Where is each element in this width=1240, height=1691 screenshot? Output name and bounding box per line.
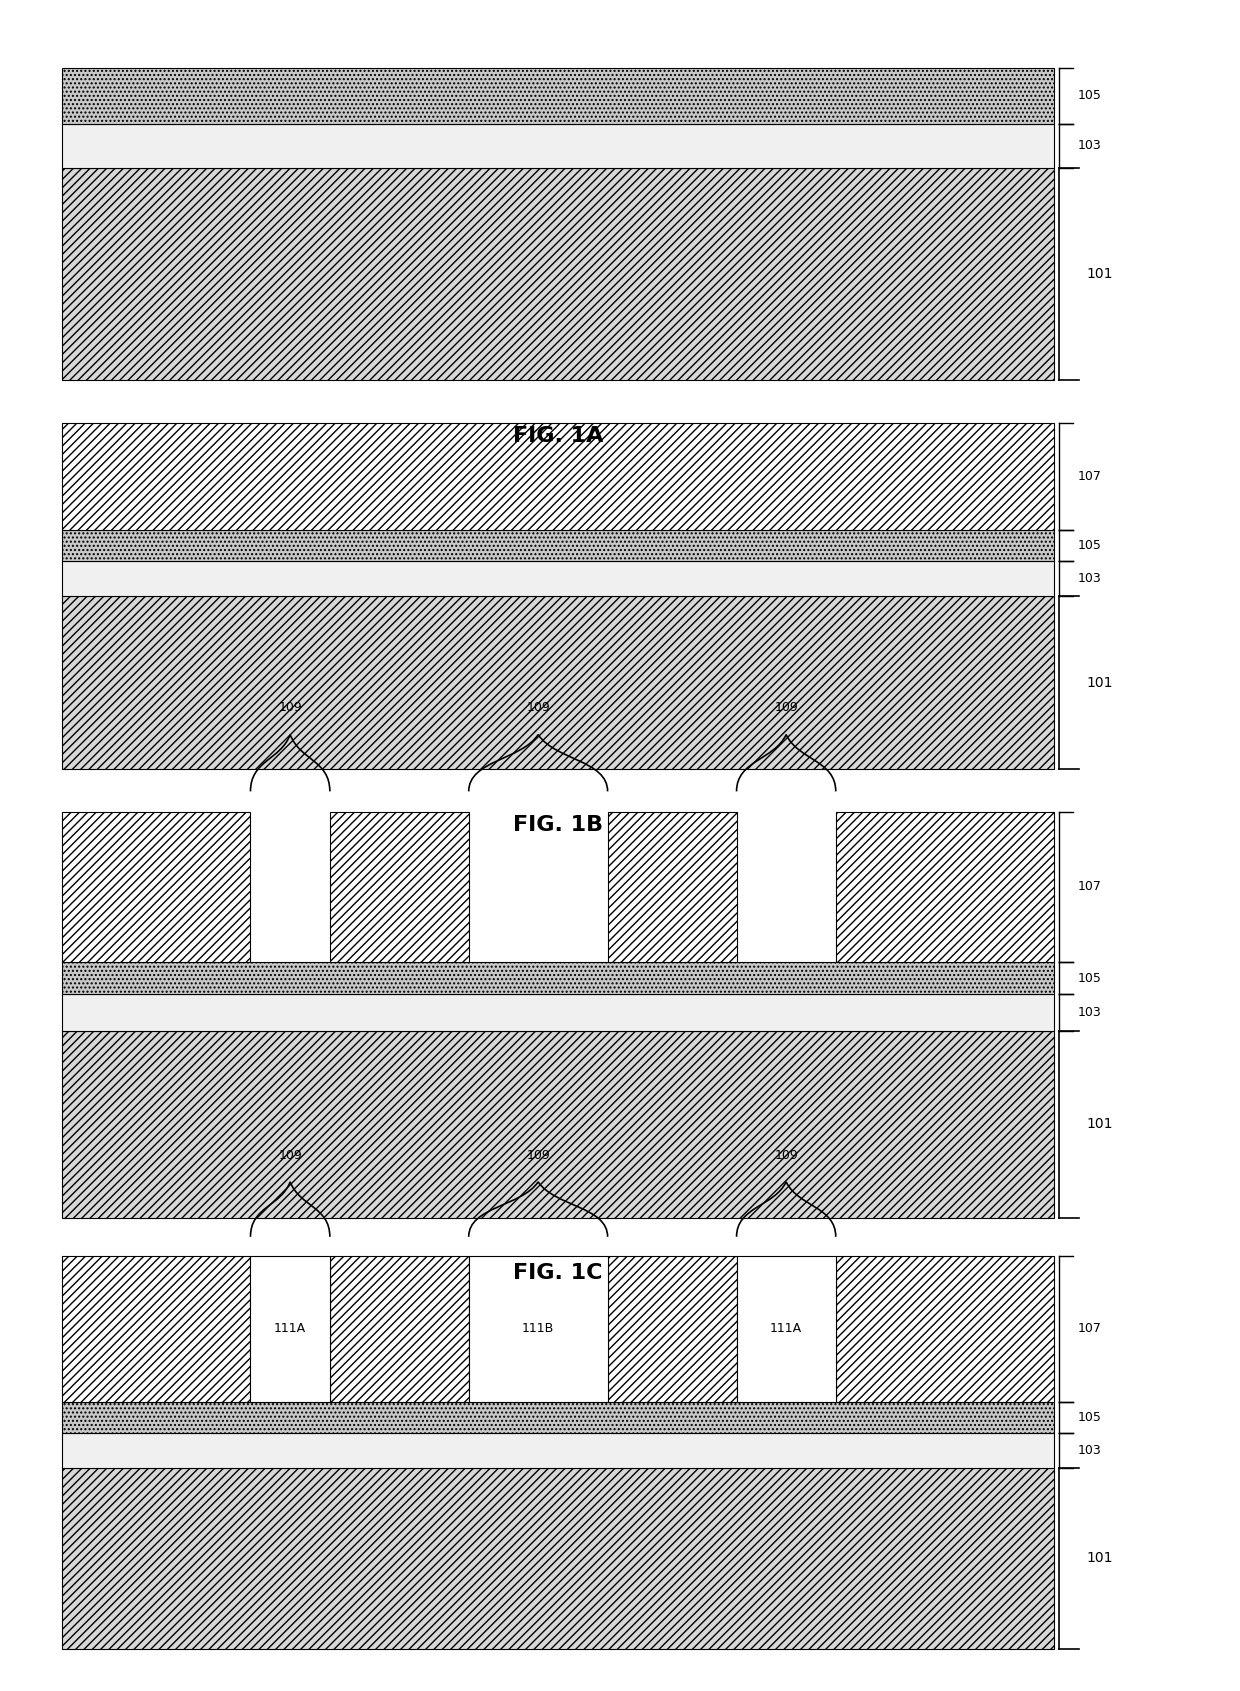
Bar [62, 423, 1054, 531]
Bar [330, 812, 469, 962]
Bar [62, 595, 1054, 769]
Text: FIG. 1C: FIG. 1C [513, 1263, 603, 1283]
Text: 105: 105 [1078, 539, 1101, 553]
Bar [62, 531, 1054, 561]
Text: 105: 105 [1078, 90, 1101, 101]
Text: 109: 109 [526, 1150, 551, 1162]
Bar [62, 1468, 1054, 1649]
Text: 107: 107 [1078, 470, 1101, 484]
Text: 109: 109 [774, 1150, 799, 1162]
Bar [62, 1032, 1054, 1218]
Bar [469, 1256, 608, 1402]
Text: 103: 103 [1078, 139, 1101, 152]
Bar [62, 994, 1054, 1032]
Bar [836, 1256, 1054, 1402]
Bar [62, 962, 1054, 994]
Bar [62, 123, 1054, 167]
Bar [62, 1402, 1054, 1432]
Text: 107: 107 [1078, 1322, 1101, 1336]
Bar [608, 812, 737, 962]
Text: 107: 107 [1078, 881, 1101, 893]
Text: FIG. 1A: FIG. 1A [513, 426, 603, 446]
Bar [62, 1432, 1054, 1468]
Text: 109: 109 [278, 702, 303, 714]
Text: 111A: 111A [274, 1322, 306, 1336]
Text: 103: 103 [1078, 1006, 1101, 1020]
Bar [330, 1256, 469, 1402]
Bar [62, 561, 1054, 595]
Bar [62, 167, 1054, 380]
Text: 101: 101 [1086, 676, 1114, 690]
Text: FIG. 1B: FIG. 1B [513, 815, 603, 835]
Bar [62, 1256, 250, 1402]
Text: 109: 109 [774, 702, 799, 714]
Text: 111B: 111B [522, 1322, 554, 1336]
Text: 101: 101 [1086, 267, 1114, 281]
Bar [62, 812, 250, 962]
Text: 103: 103 [1078, 1444, 1101, 1458]
Text: 109: 109 [278, 1150, 303, 1162]
Bar [737, 1256, 836, 1402]
Text: 101: 101 [1086, 1118, 1114, 1131]
Text: 105: 105 [1078, 1410, 1101, 1424]
Text: 111A: 111A [770, 1322, 802, 1336]
Bar [836, 812, 1054, 962]
Bar [608, 1256, 737, 1402]
Text: 109: 109 [526, 702, 551, 714]
Text: 103: 103 [1078, 572, 1101, 585]
Text: 105: 105 [1078, 972, 1101, 984]
Bar [62, 68, 1054, 123]
Text: 101: 101 [1086, 1552, 1114, 1566]
Bar [250, 1256, 330, 1402]
